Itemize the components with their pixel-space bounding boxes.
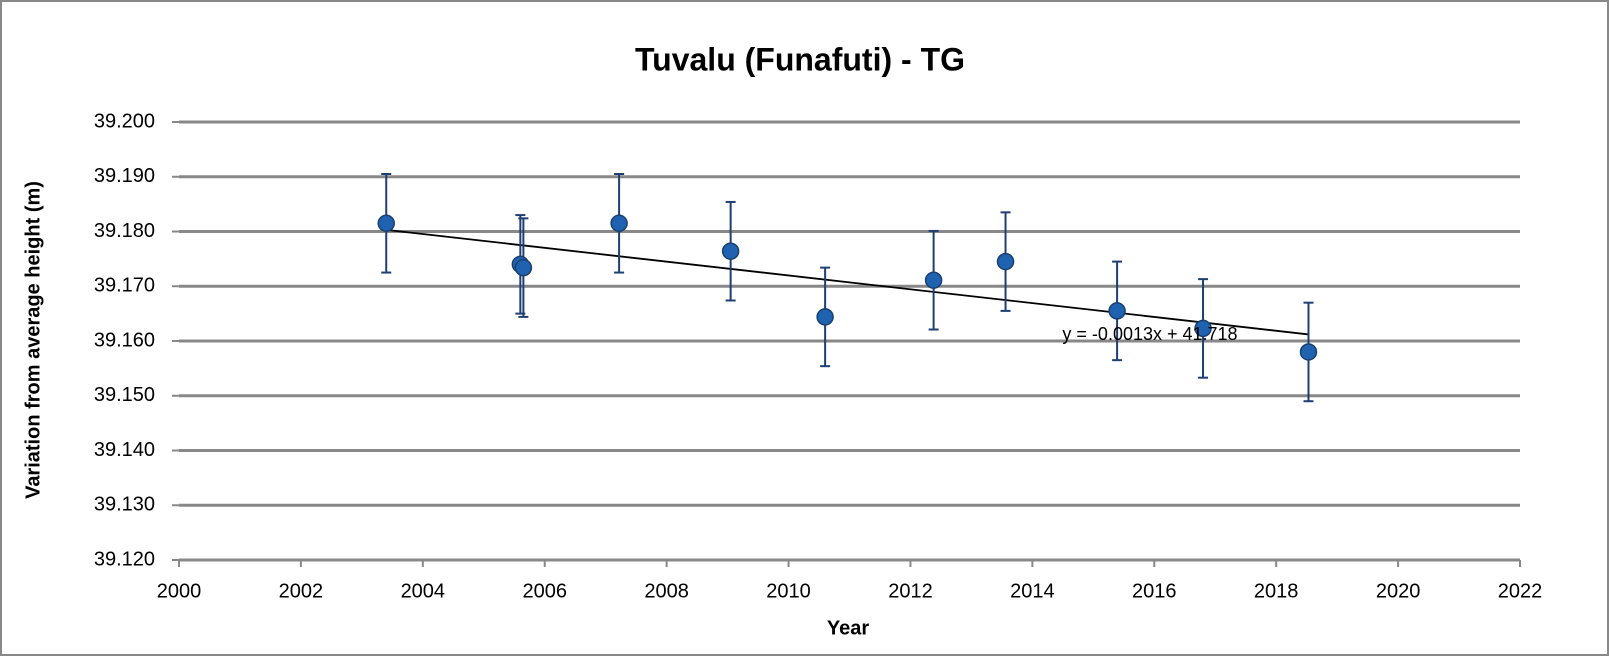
x-tick-label: 2008 bbox=[644, 580, 689, 602]
y-tick-label: 39.140 bbox=[94, 439, 155, 461]
x-tick-label: 2004 bbox=[401, 580, 446, 602]
x-tick-label: 2006 bbox=[522, 580, 567, 602]
y-tick-label: 39.200 bbox=[94, 110, 155, 132]
x-tick-label: 2000 bbox=[157, 580, 202, 602]
x-tick-label: 2012 bbox=[888, 580, 933, 602]
chart-title: Tuvalu (Funafuti) - TG bbox=[635, 41, 965, 77]
data-point bbox=[1299, 343, 1318, 361]
data-point bbox=[514, 258, 533, 277]
y-tick-label: 39.120 bbox=[94, 548, 155, 570]
y-tick-label: 39.170 bbox=[94, 275, 155, 297]
y-tick-label: 39.130 bbox=[94, 494, 155, 516]
data-point bbox=[377, 214, 395, 233]
data-point bbox=[610, 214, 628, 233]
y-tick-label: 39.150 bbox=[94, 384, 155, 406]
y-axis-label: Variation from average height (m) bbox=[22, 181, 44, 499]
data-point bbox=[1108, 302, 1126, 320]
data-point bbox=[721, 242, 740, 260]
x-tick-label: 2018 bbox=[1254, 580, 1299, 602]
y-tick-label: 39.180 bbox=[94, 220, 155, 242]
x-tick-label: 2020 bbox=[1376, 580, 1421, 602]
trendline bbox=[386, 228, 1309, 336]
trendline-equation: y = -0.0013x + 41.718 bbox=[1062, 324, 1237, 344]
x-tick-label: 2002 bbox=[279, 580, 324, 602]
x-axis-label: Year bbox=[827, 617, 869, 639]
y-tick-label: 39.160 bbox=[94, 329, 155, 351]
x-tick-label: 2016 bbox=[1132, 580, 1177, 602]
data-point bbox=[924, 271, 943, 289]
x-tick-label: 2014 bbox=[1010, 580, 1055, 602]
data-point bbox=[816, 308, 834, 326]
x-tick-label: 2022 bbox=[1498, 580, 1543, 602]
data-point bbox=[996, 252, 1015, 271]
y-tick-label: 39.190 bbox=[94, 165, 155, 187]
data-point bbox=[1194, 319, 1212, 338]
x-tick-label: 2010 bbox=[766, 580, 811, 602]
